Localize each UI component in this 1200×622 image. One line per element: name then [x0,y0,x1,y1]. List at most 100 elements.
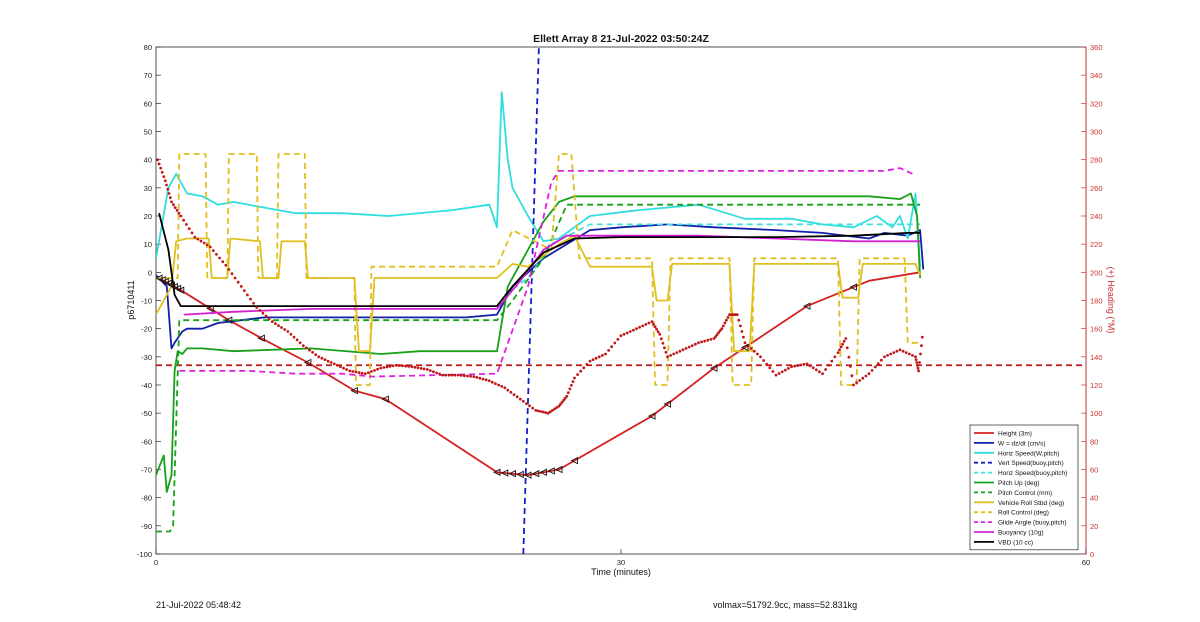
heading-dot [664,350,668,354]
heading-dot [475,376,479,379]
heading-dot [551,409,554,412]
heading-dot [311,350,314,354]
heading-dot [168,196,172,200]
y2-tick-label: 140 [1090,353,1103,362]
heading-dot [765,362,769,366]
heading-dot [230,272,234,276]
heading-dot [515,395,519,399]
heading-dot [531,406,535,410]
heading-dot [833,355,837,359]
footer-timestamp: 21-Jul-2022 05:48:42 [156,600,242,610]
heading-dot [264,314,268,318]
legend-label: Pitch Up (deg) [998,480,1040,487]
heading-dot [308,348,311,352]
heading-dot [563,396,567,400]
x-axis: 0 30 60 [154,549,1090,567]
y-tick-label: -20 [141,325,152,334]
y-tick-label: -50 [141,409,152,418]
heading-dot [774,373,778,377]
series-pitch_up [156,192,921,493]
heading-dot [827,363,831,367]
heading-dot [650,320,654,323]
heading-dot [363,372,367,376]
heading-dot [360,371,364,375]
heading-dot [422,367,426,371]
y-tick-label: -80 [141,494,152,503]
heading-dot [644,323,648,326]
heading-dot [469,374,472,378]
height-marker [381,395,389,403]
y2-tick-label: 120 [1090,381,1103,390]
heading-dot [544,411,548,414]
heading-dot [160,170,164,174]
heading-dot [541,410,545,414]
heading-dot [591,358,595,361]
heading-dot [628,330,632,333]
height-marker [547,467,555,475]
heading-dot [205,243,209,247]
x-tick-label: 0 [154,558,158,567]
heading-dot [901,349,905,353]
heading-dot [849,365,852,368]
heading-dot [694,342,697,346]
heading-dot [199,239,203,243]
y2-tick-label: 220 [1090,240,1103,249]
heading-dot [805,362,809,366]
heading-dot [472,375,476,378]
heading-dot [652,322,655,326]
legend-box [969,424,1079,551]
heading-dot [808,364,812,368]
heading-dot [562,398,566,402]
heading-dot [202,241,206,245]
heading-dot [666,355,669,359]
heading-dot [553,407,557,411]
x-axis-label: Time (minutes) [591,567,651,577]
heading-dot [796,364,800,367]
heading-dot [447,373,451,377]
heading-dot [876,362,880,365]
heading-dot [576,373,579,376]
heading-dot [742,335,745,339]
heading-dot [802,363,806,366]
heading-dot [398,364,401,367]
heading-dot [339,365,342,369]
heading-dot [432,370,435,374]
footer-volume-mass: volmax=51792.9cc, mass=52.831kg [713,600,858,610]
heading-dot [743,341,747,345]
heading-dot [787,367,790,370]
heading-dot [613,341,617,345]
heading-dot [518,397,522,401]
heading-dot [500,385,504,388]
height-marker [176,286,185,294]
heading-dot [354,370,358,374]
heading-dot [215,252,218,256]
height-marker [508,469,516,478]
heading-dot [706,338,710,342]
heading-dot [528,404,531,408]
heading-dot [292,335,296,339]
y-tick-label: 20 [144,212,152,221]
heading-dot [883,355,886,359]
heading-dot [858,379,862,382]
heading-dot [534,409,538,412]
heading-dot [388,365,392,368]
heading-dot [889,352,893,356]
y2-tick-label: 320 [1090,99,1103,108]
heading-dot [187,227,191,231]
series-w [156,223,925,350]
heading-dot [687,345,691,349]
right-y-axis-label: (+) Heading (°M) [1106,267,1116,334]
heading-dot [579,369,583,373]
height-marker [539,468,547,477]
legend-label: Horiz Speed(W,pitch) [998,450,1059,457]
series-vert_buoy [522,47,540,554]
heading-dot [165,183,168,187]
heading-dot [892,351,896,354]
height-marker [303,358,312,367]
heading-dot [525,402,528,405]
heading-dot [487,379,491,383]
heading-dot [258,309,262,312]
heading-dot [814,368,818,372]
heading-dot [456,373,460,377]
series-glide [179,167,913,378]
